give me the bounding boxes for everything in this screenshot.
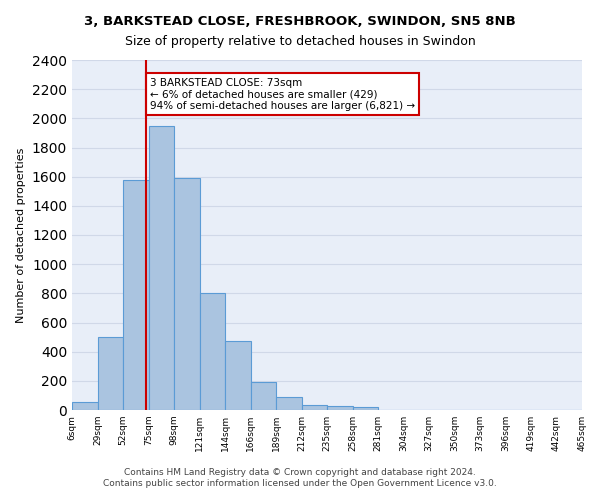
Y-axis label: Number of detached properties: Number of detached properties — [16, 148, 26, 322]
Bar — [302, 405, 327, 410]
Bar — [123, 180, 149, 410]
Bar — [72, 402, 97, 410]
Bar — [353, 407, 378, 410]
Bar — [327, 406, 353, 410]
Text: Contains HM Land Registry data © Crown copyright and database right 2024.
Contai: Contains HM Land Registry data © Crown c… — [103, 468, 497, 487]
Text: 3 BARKSTEAD CLOSE: 73sqm
← 6% of detached houses are smaller (429)
94% of semi-d: 3 BARKSTEAD CLOSE: 73sqm ← 6% of detache… — [150, 78, 415, 110]
Bar — [225, 340, 251, 410]
Bar — [174, 178, 199, 410]
Bar — [97, 337, 123, 410]
Bar — [149, 126, 174, 410]
Bar — [276, 397, 302, 410]
Bar — [199, 294, 225, 410]
Text: Size of property relative to detached houses in Swindon: Size of property relative to detached ho… — [125, 35, 475, 48]
Text: 3, BARKSTEAD CLOSE, FRESHBROOK, SWINDON, SN5 8NB: 3, BARKSTEAD CLOSE, FRESHBROOK, SWINDON,… — [84, 15, 516, 28]
Bar — [251, 382, 276, 410]
